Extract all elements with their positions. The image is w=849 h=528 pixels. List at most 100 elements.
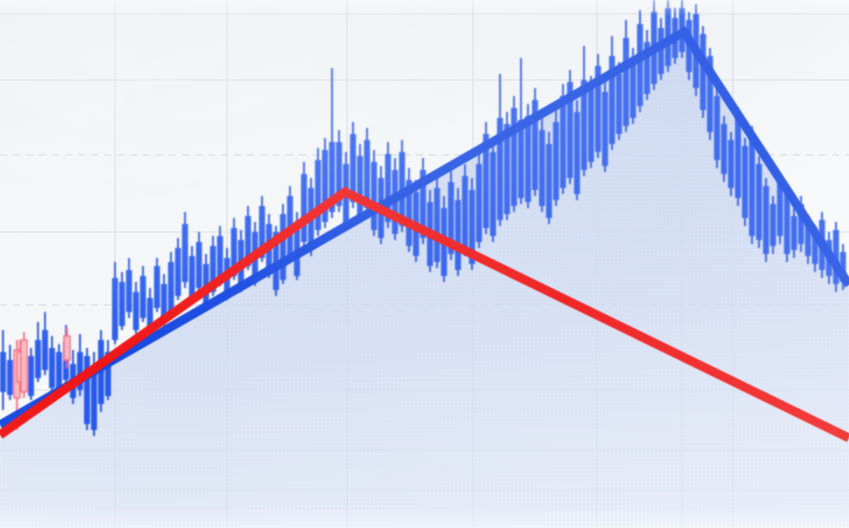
price-bar-body [644,42,650,94]
price-bar-body [42,330,48,370]
price-bar-body [77,352,83,390]
price-bar-body [161,284,167,322]
price-bar-body [490,152,496,236]
price-bar-body [560,96,566,188]
price-bar-body [504,124,510,214]
price-bar-body [714,96,720,160]
price-bar-body [756,164,762,240]
red-trend-line [0,186,849,443]
price-bar-body [280,214,286,280]
price-bar-body [588,88,594,162]
price-bar-body [406,180,412,246]
price-bar-body [364,140,370,208]
price-bar-body [749,134,755,236]
price-bar-body [805,224,811,256]
price-bar-body [63,335,71,361]
price-bar-body [658,28,664,74]
price-bar-body [777,182,783,236]
price-bar-body [245,216,251,266]
price-bar-body [210,246,216,292]
price-bar-body [273,232,279,290]
price-bar-body [7,360,13,395]
price-bar-body [553,122,559,200]
price-bar-body [623,38,629,126]
price-bar-body [35,340,41,378]
price-bar-body [385,154,391,222]
price-bar-body [189,256,195,300]
price-bar-body [119,282,125,326]
price-bar-body [546,144,552,218]
price-bar-body [420,170,426,238]
price-bar-body [784,194,790,254]
price-bar-body [609,56,615,144]
price-bar-body [469,190,475,264]
price-bar-body [329,142,335,212]
price-bar-body [525,116,531,202]
price-bar-body [637,24,643,106]
price-bar-body [630,58,636,118]
price-bar-body [357,156,363,216]
price-bar-body [840,252,846,282]
price-bar-body [539,130,545,206]
price-bar-body [812,234,818,264]
price-bar-body [49,348,55,388]
price-bar-body [126,270,132,312]
price-bar-body [196,242,202,288]
price-bar-body [336,142,342,206]
price-bar-body [735,116,741,198]
price-bar-body [20,339,28,393]
price-bar-body [91,372,97,430]
price-bar-body [518,120,524,198]
price-bar-body [350,134,356,202]
price-bar-body [707,56,713,132]
price-bar-body [462,176,468,250]
price-bar-body [147,298,153,334]
price-bar-body [616,74,622,134]
price-bar-body [371,162,377,230]
price-bar-body [532,100,538,190]
price-bar-body [322,150,328,222]
price-bar-body [434,188,440,262]
price-bar-body [497,118,503,220]
price-bar-body [700,34,706,110]
price-bar-body [567,82,573,178]
price-bar-body [217,236,223,282]
price-bar-body [595,66,601,152]
price-bar-body [476,164,482,242]
price-bar-body [259,206,265,258]
blue-trend-area-fill [0,32,849,528]
price-bar-body [742,146,748,218]
price-bar-body [301,174,307,242]
price-bar-body [763,186,769,254]
price-bar-body [175,248,181,296]
price-bar-body [140,276,146,318]
price-bar-body [448,182,454,254]
price-bar-body [581,80,587,170]
price-bar-body [168,262,174,314]
price-bar-body [112,278,118,340]
price-bar-body [133,292,139,330]
price-bar-body [798,204,804,244]
price-bar-body [483,134,489,228]
price-bar-body [182,224,188,282]
price-bar-body [84,356,90,424]
price-bar-body [721,124,727,174]
price-bar-body [791,216,797,250]
price-bar-body [0,352,6,392]
price-bar-body [28,356,34,396]
price-bar-body [315,160,321,230]
price-bar-body [154,266,160,308]
price-bar-body [728,140,734,188]
price-bar-body [511,108,517,206]
blue-trend-line [0,25,849,429]
price-bar-body [455,200,461,270]
price-bar-body [105,352,111,396]
price-bar-body [602,92,608,166]
price-bar-body [56,352,62,390]
price-bar-body [294,222,300,276]
price-bar-body [231,228,237,276]
price-bar-body [770,204,776,246]
price-bar-body [574,112,580,194]
